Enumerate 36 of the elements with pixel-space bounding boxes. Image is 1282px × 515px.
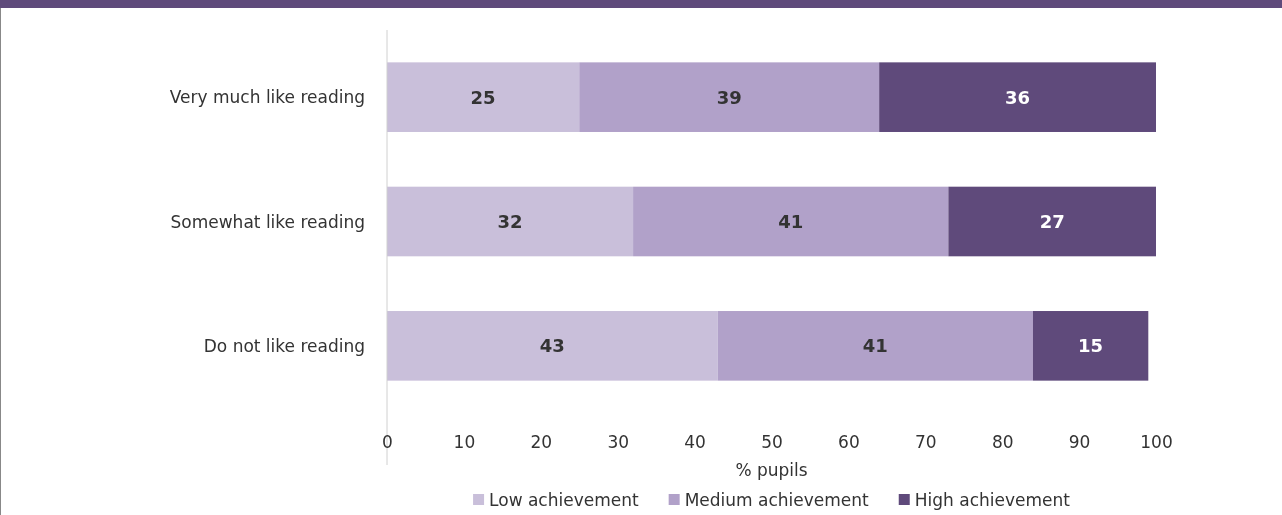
y-tick-label: Very much like reading (169, 87, 365, 108)
y-tick-label: Somewhat like reading (170, 211, 365, 232)
bar (633, 186, 949, 257)
x-tick-label: 0 (382, 432, 393, 453)
data-label: 36 (1005, 86, 1031, 108)
data-label: 41 (778, 211, 804, 232)
bar (387, 311, 718, 381)
x-tick-label: 10 (453, 432, 476, 453)
bar (879, 62, 1156, 132)
x-tick-label: 100 (1140, 432, 1173, 453)
data-label: 27 (1039, 211, 1065, 232)
y-tick-label: Do not like reading (203, 335, 365, 356)
bar (579, 62, 880, 132)
bar (387, 62, 580, 132)
bar (387, 186, 634, 257)
x-tick-label: 80 (991, 432, 1014, 453)
x-axis-title: % pupils (735, 460, 808, 480)
legend-label: Medium achievement (684, 490, 870, 510)
data-label: 32 (497, 211, 523, 232)
legend-label: Low achievement (489, 490, 639, 510)
x-tick-label: 60 (838, 432, 860, 453)
data-label: 43 (539, 335, 565, 357)
bar (948, 186, 1156, 257)
x-tick-label: 90 (1068, 432, 1091, 453)
data-label: 39 (716, 86, 742, 108)
x-tick-label: 50 (761, 432, 783, 453)
bar (1032, 311, 1149, 381)
data-label: 15 (1078, 335, 1104, 357)
bar (717, 311, 1033, 381)
x-tick-label: 40 (684, 432, 706, 453)
data-label: 25 (470, 86, 496, 108)
legend-label: High achievement (914, 490, 1071, 510)
x-tick-label: 20 (530, 432, 553, 453)
x-tick-label: 70 (914, 432, 937, 453)
x-tick-label: 30 (607, 432, 630, 453)
data-label: 41 (862, 335, 888, 357)
